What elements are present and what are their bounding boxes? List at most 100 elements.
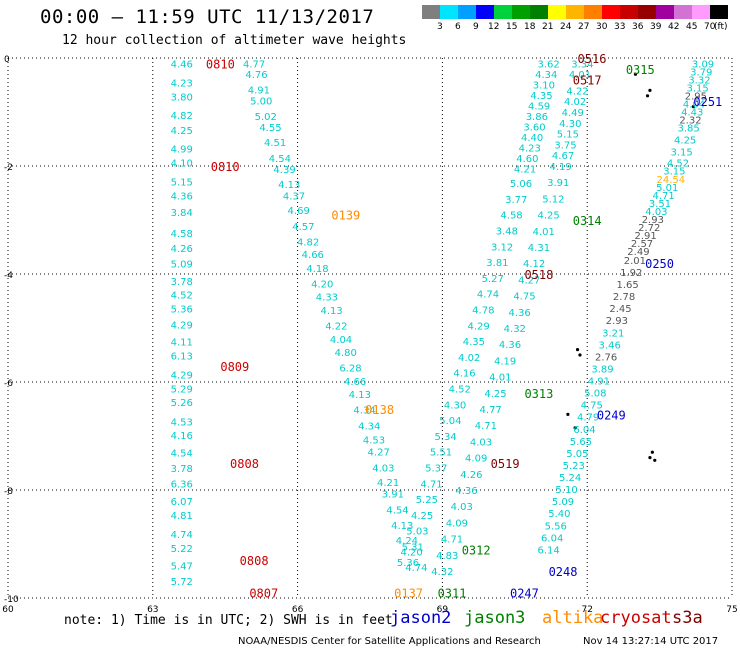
coastline-dot — [648, 88, 652, 92]
swh-value: 4.25 — [674, 136, 696, 147]
swh-value: 3.15 — [670, 148, 692, 159]
swh-value: 5.24 — [559, 473, 581, 484]
pass-label: 0808 — [230, 457, 259, 471]
coastline-dot — [650, 450, 654, 454]
swh-value: 4.25 — [411, 511, 433, 522]
scale-swatch — [458, 5, 476, 19]
swh-value: 4.89 — [171, 0, 193, 3]
swh-value: 4.34 — [535, 70, 557, 81]
swh-value: 4.71 — [475, 421, 497, 432]
coastline-dot — [648, 456, 652, 460]
scale-swatch — [602, 5, 620, 19]
swh-value: 4.80 — [335, 348, 357, 359]
swh-value: 4.16 — [171, 431, 193, 442]
swh-value: 6.13 — [171, 351, 193, 362]
swh-value: 5.84 — [171, 0, 193, 3]
swh-value: 4.43 — [681, 108, 703, 119]
swh-value: 6.36 — [171, 479, 193, 490]
swh-value: 4.29 — [171, 321, 193, 332]
swh-value: 6.30 — [171, 0, 193, 3]
swh-value: 4.51 — [264, 138, 286, 149]
swh-value: 4.36 — [499, 340, 521, 351]
pass-label: 0248 — [549, 565, 578, 579]
swh-value: 2.49 — [627, 247, 649, 258]
swh-value: 4.02 — [564, 97, 586, 108]
coastline-dot — [578, 353, 582, 357]
swh-value: 5.00 — [378, 0, 400, 3]
swh-value: 5.00 — [171, 0, 193, 3]
swh-value: 3.86 — [526, 112, 548, 123]
swh-value: 4.36 — [455, 486, 477, 497]
swh-value: 5.08 — [584, 389, 606, 400]
swh-value: 4.25 — [537, 211, 559, 222]
pass-label: 0810 — [211, 160, 240, 174]
swh-value: 5.27 — [482, 274, 504, 285]
pass-label: 0517 — [573, 74, 602, 88]
swh-value: 2.01 — [624, 256, 646, 267]
x-tick-label: 72 — [581, 605, 592, 615]
swh-value: 4.24 — [396, 536, 418, 547]
swh-value: 3.84 — [171, 208, 193, 219]
swh-value: 4.52 — [171, 291, 193, 302]
swh-value: 4.81 — [171, 511, 193, 522]
swh-value: 4.27 — [368, 448, 390, 459]
swh-value: 5.47 — [171, 561, 193, 572]
scale-label: 21 — [542, 22, 554, 32]
pass-label: 0139 — [331, 209, 360, 223]
swh-value: 5.25 — [416, 495, 438, 506]
swh-value: 4.83 — [436, 551, 458, 562]
swh-value: 4.32 — [431, 567, 453, 578]
scale-swatch — [512, 5, 530, 19]
generated-timestamp: Nov 14 13:27:14 UTC 2017 — [583, 636, 719, 647]
scale-unit: (ft) — [714, 22, 728, 32]
swh-value: 4.76 — [245, 70, 267, 81]
x-tick-label: 60 — [2, 605, 14, 615]
swh-value: 4.35 — [463, 337, 485, 348]
scale-label: 15 — [506, 22, 518, 32]
pass-label: 0138 — [365, 403, 394, 417]
swh-value: 5.05 — [566, 449, 588, 460]
swh-value: 3.48 — [496, 227, 518, 238]
pass-label: 0809 — [220, 360, 249, 374]
swh-value: 4.12 — [523, 259, 545, 270]
swh-value: 5.23 — [563, 461, 585, 472]
swh-value: 4.82 — [297, 238, 319, 249]
scale-label: 3 — [437, 22, 443, 32]
swh-value: 4.02 — [458, 353, 480, 364]
satellite-jason2: jason2 — [390, 608, 452, 628]
swh-value: 2.78 — [613, 292, 635, 303]
swh-value: 4.13 — [320, 306, 342, 317]
pass-label: 0250 — [645, 257, 674, 271]
pass-label: 0516 — [578, 52, 607, 66]
swh-value: 5.56 — [545, 521, 567, 532]
swh-value: 4.66 — [344, 377, 366, 388]
swh-value: 4.16 — [453, 369, 475, 380]
swh-value: 4.09 — [465, 454, 487, 465]
satellite-s3a: s3a — [672, 608, 703, 628]
swh-value: 4.31 — [528, 243, 550, 254]
swh-value: 4.13 — [349, 390, 371, 401]
credit-text: NOAA/NESDIS Center for Satellite Applica… — [238, 636, 541, 647]
pass-label: 0137 — [394, 587, 423, 601]
swh-value: 4.37 — [283, 192, 305, 203]
swh-value: 4.58 — [500, 211, 522, 222]
scale-label: 39 — [650, 22, 662, 32]
swh-value: 5.15 — [557, 130, 579, 141]
swh-value: 5.15 — [171, 177, 193, 188]
swh-value: 4.34 — [358, 421, 380, 432]
pass-label: 0315 — [626, 63, 655, 77]
swh-value: 4.99 — [171, 145, 193, 156]
swh-value: 4.71 — [652, 191, 674, 202]
swh-value: 4.52 — [449, 384, 471, 395]
swh-value: 4.30 — [559, 119, 581, 130]
swh-value: 4.74 — [405, 563, 427, 574]
swh-value: 4.34 — [353, 406, 375, 417]
swh-value: 2.95 — [685, 92, 707, 103]
swh-value: 4.64 — [410, 0, 432, 3]
scale-swatch — [674, 5, 692, 19]
swh-value: 5.37 — [425, 463, 447, 474]
swh-value: 4.59 — [528, 102, 550, 113]
scale-label: 6 — [455, 22, 461, 32]
swh-value: 3.32 — [688, 75, 710, 86]
swh-value: 5.04 — [415, 0, 437, 3]
